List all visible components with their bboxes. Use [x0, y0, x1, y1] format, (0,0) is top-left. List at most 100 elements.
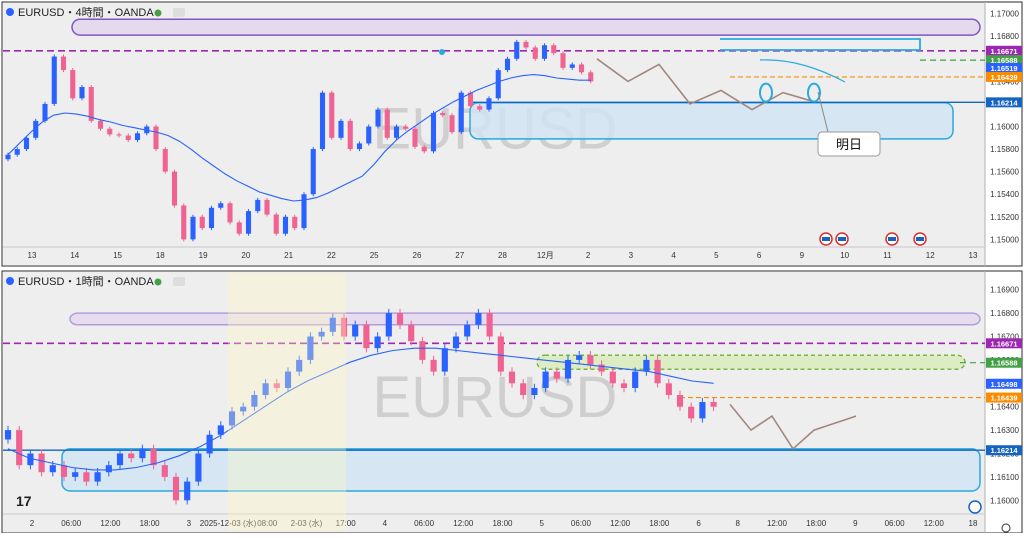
candle-body	[347, 120, 353, 150]
x-tick-label: 17:00	[336, 519, 357, 528]
price-tag-bg	[986, 338, 1022, 349]
candle-body	[486, 313, 493, 337]
y-tick-label: 1.16000	[990, 496, 1019, 505]
watermark: EURUSD	[373, 365, 618, 430]
candle-body	[508, 371, 516, 384]
candle-body	[609, 371, 616, 384]
zone-box	[71, 18, 981, 36]
candle-body	[352, 324, 359, 337]
candle-body	[676, 395, 684, 407]
session-highlight	[228, 273, 346, 531]
highlight-ellipse	[759, 82, 773, 103]
event-flag-stripe	[888, 237, 896, 241]
x-tick-label: 13	[28, 251, 37, 260]
candle-body	[384, 109, 390, 138]
x-tick-label: 2025-12-03 (水)	[200, 518, 257, 528]
candle-body	[172, 476, 180, 501]
candle-body	[310, 149, 316, 195]
event-flag-stripe	[838, 237, 846, 241]
callout-box	[817, 131, 881, 157]
candle-body	[264, 199, 270, 215]
x-tick-label: 06:00	[571, 519, 592, 528]
candle-body	[654, 359, 661, 384]
candle-body	[532, 47, 538, 59]
candle-body	[105, 465, 112, 473]
cyan-bracket-box	[720, 38, 921, 51]
x-tick-label: 15	[113, 251, 122, 260]
candle-body	[576, 355, 583, 360]
candle-body	[16, 430, 23, 466]
candle-body	[520, 383, 527, 395]
price-tag-bg	[986, 62, 1022, 73]
candle-body	[208, 207, 215, 229]
candle-body	[329, 92, 335, 138]
x-tick-label: 06:00	[414, 519, 435, 528]
y-tick-label: 1.15200	[990, 213, 1019, 222]
candle-body	[393, 126, 400, 138]
candle-body	[643, 359, 650, 372]
candle-body	[307, 336, 314, 360]
candle-body	[542, 371, 549, 388]
candle-body	[199, 216, 205, 229]
price-tag-label: 1.16519	[990, 64, 1017, 73]
candle-body	[161, 465, 168, 477]
candle-body	[88, 87, 94, 121]
candle-body	[190, 216, 196, 240]
x-tick-label: 12:00	[453, 519, 474, 528]
x-tick-label: 06:00	[885, 519, 906, 528]
trend-curve	[759, 59, 846, 83]
x-tick-label: 19	[199, 251, 208, 260]
candle-body	[523, 41, 529, 48]
candle-body	[560, 53, 566, 68]
chart-header: EURUSD・1時間・OANDA	[18, 275, 154, 288]
status-dot-icon	[154, 278, 162, 286]
price-tag-label: 1.16214	[990, 446, 1018, 455]
candle-body	[408, 324, 415, 342]
candle-body	[329, 317, 336, 332]
x-tick-label: 2	[30, 519, 35, 528]
candle-body	[363, 324, 370, 349]
candle-body	[5, 154, 11, 160]
candle-body	[125, 135, 131, 141]
marker-dot-icon	[439, 49, 445, 55]
candle-body	[134, 133, 141, 141]
candle-body	[419, 341, 426, 360]
candle-body	[475, 313, 482, 325]
candle-body	[51, 56, 57, 104]
candle-body	[374, 336, 381, 349]
candle-body	[206, 434, 213, 454]
candle-body	[255, 199, 261, 212]
candle-body	[262, 383, 269, 395]
event-flag-stripe	[822, 237, 830, 241]
y-tick-label: 1.16900	[990, 286, 1019, 295]
callout-text: 明日	[836, 137, 862, 152]
x-tick-label: 12月	[537, 251, 554, 260]
candle-body	[598, 364, 605, 372]
candle-body	[514, 41, 520, 59]
candle-body	[282, 216, 289, 234]
candle-body	[181, 205, 187, 240]
candle-body	[128, 453, 135, 459]
x-tick-label: 18:00	[492, 519, 513, 528]
x-tick-label: 12:00	[610, 519, 631, 528]
x-tick-label: 20	[241, 251, 250, 260]
candle-body	[541, 45, 548, 59]
x-tick-label: 18	[156, 251, 165, 260]
status-dot-icon	[154, 9, 162, 17]
candle-body	[97, 120, 104, 129]
candle-body	[42, 103, 48, 121]
x-tick-label: 3	[629, 251, 634, 260]
price-tag-label: 1.16439	[990, 394, 1017, 403]
candle-body	[441, 348, 448, 372]
x-tick-label: 21	[284, 251, 293, 260]
price-tag-label: 1.16671	[990, 47, 1017, 56]
candle-body	[477, 106, 483, 110]
candle-body	[107, 128, 113, 135]
candle-body	[292, 216, 298, 229]
candle-body	[273, 214, 279, 234]
price-scale-area	[985, 3, 1021, 265]
candle-body	[60, 465, 68, 477]
x-tick-label: 4	[671, 251, 676, 260]
candle-body	[227, 203, 233, 223]
